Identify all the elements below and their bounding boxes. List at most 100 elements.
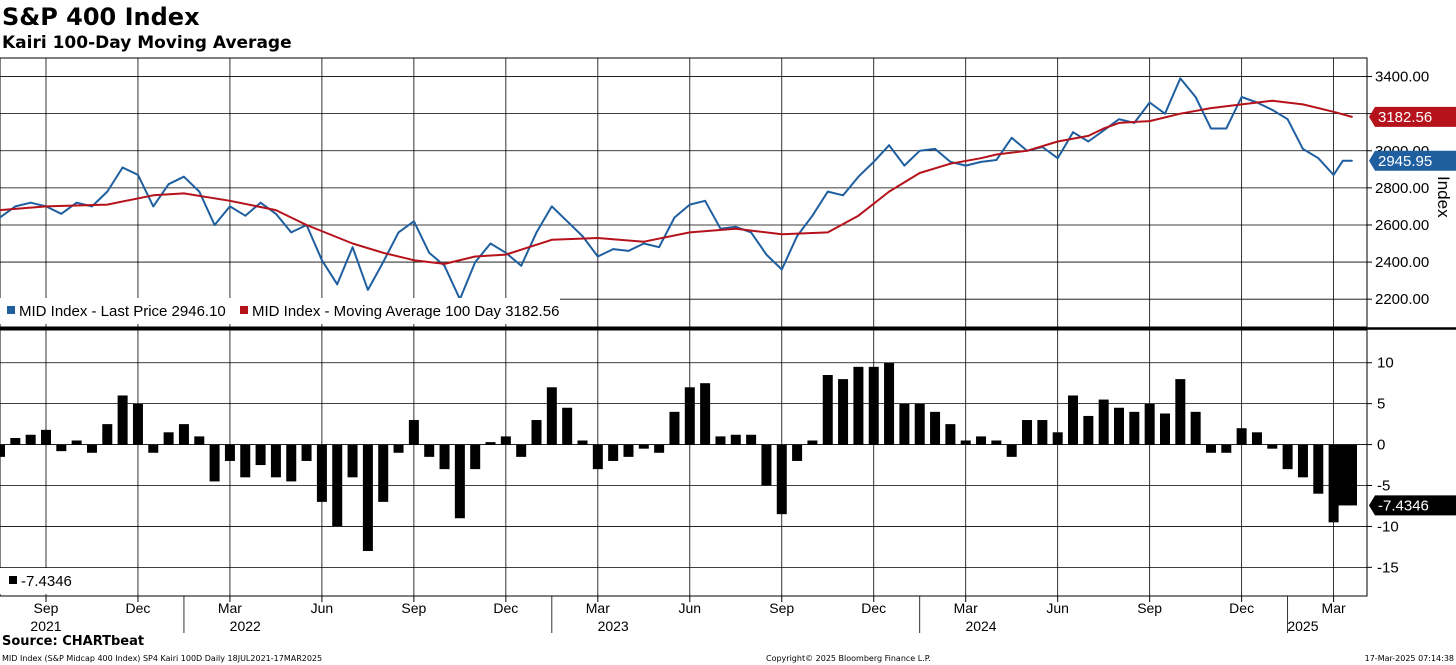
kairi-bar <box>623 444 634 457</box>
price-last-value-label: 2945.95 <box>1378 153 1432 170</box>
y-tick-label-bottom: -10 <box>1377 518 1399 535</box>
kairi-bar <box>378 444 389 502</box>
price-point <box>796 235 798 237</box>
price-point <box>259 201 262 204</box>
price-point <box>60 212 63 215</box>
y-tick-label-bottom: 5 <box>1377 396 1385 413</box>
moving-average-point <box>1179 112 1182 115</box>
kairi-bar <box>1337 444 1348 506</box>
y-tick-label-top: 2600.00 <box>1375 217 1429 234</box>
price-point <box>152 205 155 208</box>
kairi-bar <box>1098 399 1109 445</box>
kairi-bar <box>562 407 573 445</box>
price-point <box>888 144 890 147</box>
price-series-line <box>0 77 1352 301</box>
kairi-bar <box>132 403 143 445</box>
price-point <box>612 248 615 250</box>
kairi-bar <box>853 366 864 445</box>
kairi-bar <box>899 403 910 445</box>
price-point <box>842 194 844 197</box>
price-point <box>137 173 139 176</box>
kairi-bar <box>914 403 925 445</box>
moving-average-point <box>474 255 477 258</box>
price-point <box>1351 159 1353 162</box>
moving-average-point <box>1210 107 1212 109</box>
kairi-bar <box>654 444 665 453</box>
moving-average-point <box>45 205 47 208</box>
price-point <box>213 224 216 226</box>
price-point <box>1102 129 1105 132</box>
kairi-bar <box>286 444 297 482</box>
kairi-bar <box>40 429 51 445</box>
kairi-bar <box>332 444 343 527</box>
price-point <box>673 216 676 219</box>
price-point <box>934 148 936 150</box>
price-point <box>811 214 814 217</box>
price-point <box>1118 118 1120 121</box>
kairi-bar <box>516 444 527 457</box>
moving-average-point <box>229 199 231 202</box>
footer-copyright: Copyright© 2025 Bloomberg Finance L.P. <box>766 654 931 663</box>
x-tick-label-year: 2024 <box>965 618 996 634</box>
kairi-bar <box>1297 444 1308 478</box>
x-tick-label-month: Mar <box>218 600 242 616</box>
kairi-bar <box>822 375 833 445</box>
y-tick-label-bottom: -5 <box>1377 478 1390 495</box>
kairi-bar <box>684 387 695 445</box>
price-point <box>750 231 753 234</box>
kairi-bar <box>1022 420 1033 445</box>
price-point <box>1164 112 1166 115</box>
price-point <box>1010 136 1013 139</box>
x-tick-label-year: 2025 <box>1287 618 1318 634</box>
moving-average-point <box>504 253 507 256</box>
price-point <box>1271 109 1274 111</box>
moving-average-point <box>1240 103 1243 106</box>
x-tick-label-month: Sep <box>34 600 59 616</box>
x-tick-label-month: Jun <box>311 600 334 616</box>
kairi-bar <box>884 362 895 445</box>
price-point <box>121 166 124 169</box>
legend-label-price: MID Index - Last Price 2946.10 <box>19 303 226 320</box>
kairi-bar <box>148 444 159 453</box>
kairi-bar <box>255 444 266 466</box>
price-point <box>397 231 400 234</box>
x-tick-label-month: Jun <box>1046 600 1069 616</box>
price-point <box>351 246 354 249</box>
moving-average-point <box>1302 103 1304 106</box>
x-tick-label-month: Jun <box>679 600 702 616</box>
moving-average-point <box>1118 122 1120 124</box>
price-point <box>336 283 339 286</box>
legend-label-kairi: -7.4346 <box>21 573 72 590</box>
kairi-bar <box>945 424 956 445</box>
kairi-bar <box>700 383 711 445</box>
kairi-bar <box>991 440 1002 445</box>
chart-title: S&P 400 Index <box>2 3 200 31</box>
x-tick-label-month: Dec <box>126 600 151 616</box>
kairi-bar <box>531 420 542 445</box>
moving-average-point <box>443 263 446 265</box>
x-tick-label-month: Mar <box>586 600 610 616</box>
kairi-bar <box>638 444 649 449</box>
price-point <box>780 268 783 271</box>
y-tick-label-top: 3400.00 <box>1375 69 1429 86</box>
kairi-bar <box>592 444 603 470</box>
kairi-bar <box>1347 444 1357 506</box>
moving-average-point <box>734 227 737 230</box>
kairi-last-value-label: -7.4346 <box>1378 497 1429 514</box>
y-tick-label-bottom: 10 <box>1377 355 1394 372</box>
moving-average-point <box>596 237 599 239</box>
kairi-bar <box>1236 428 1247 445</box>
moving-average-point <box>1148 120 1151 122</box>
moving-average-point <box>275 209 277 212</box>
price-point <box>872 160 875 163</box>
kairi-bar <box>1282 444 1293 470</box>
kairi-bar <box>439 444 450 470</box>
price-point <box>1302 148 1304 150</box>
price-point <box>765 253 768 256</box>
y-axis-title: Index <box>1434 176 1453 218</box>
price-point <box>918 149 921 152</box>
kairi-bar <box>1083 415 1094 445</box>
price-point <box>857 175 860 178</box>
kairi-bar <box>117 395 128 445</box>
